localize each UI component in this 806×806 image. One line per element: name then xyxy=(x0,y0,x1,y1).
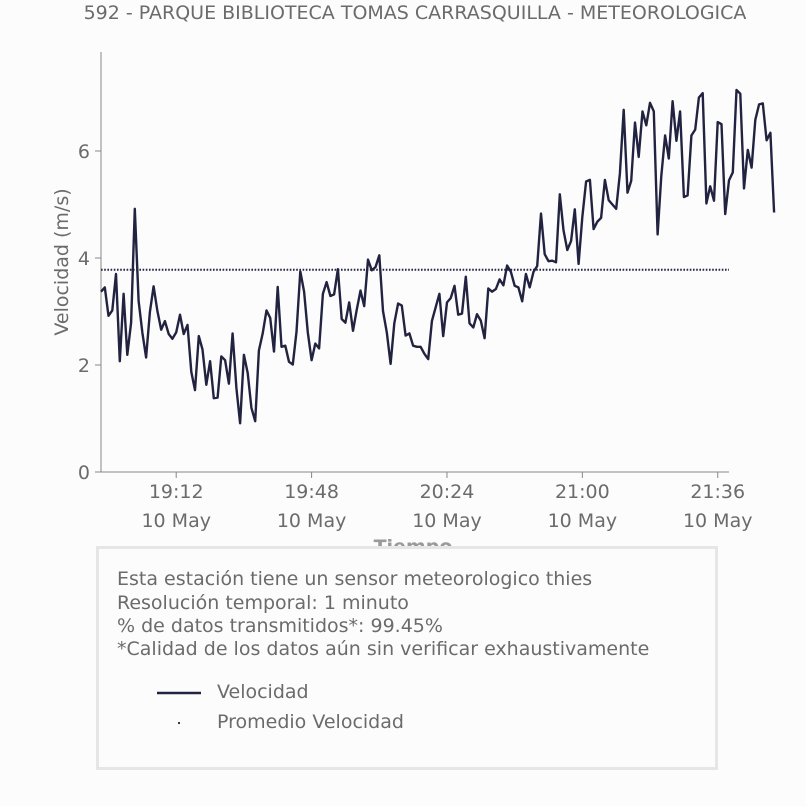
x-tick-label-time: 20:24 xyxy=(420,481,475,503)
x-axis: 19:12 10 May 19:48 10 May 20:24 10 May 21:00 10… xyxy=(101,471,753,532)
x-tick-label-time: 19:48 xyxy=(284,481,339,503)
y-axis-label: Velocidad (m/s) xyxy=(51,188,73,335)
x-tick-label-date: 10 May xyxy=(277,510,347,532)
plot-area xyxy=(100,88,776,425)
legend-label-promedio: Promedio Velocidad xyxy=(217,711,404,733)
y-axis: 0 2 4 6 xyxy=(78,52,102,484)
y-tick-label: 2 xyxy=(78,355,90,377)
legend-dot-swatch xyxy=(177,721,181,725)
x-tick-label-date: 10 May xyxy=(548,510,618,532)
series-line-velocidad xyxy=(100,88,776,425)
info-resolution-line: Resolución temporal: 1 minuto xyxy=(117,592,409,614)
y-tick-label: 6 xyxy=(78,141,90,163)
info-box: Esta estación tiene un sensor meteorolog… xyxy=(96,546,718,770)
x-tick-label-date: 10 May xyxy=(141,510,211,532)
y-tick-label: 0 xyxy=(78,462,90,484)
info-quality-note: *Calidad de los datos aún sin verificar … xyxy=(117,638,650,660)
x-tick-label-date: 10 May xyxy=(412,510,482,532)
legend-line-swatch xyxy=(157,691,201,695)
chart-title: 592 - PARQUE BIBLIOTECA TOMAS CARRASQUIL… xyxy=(83,2,747,24)
x-tick-label-time: 21:36 xyxy=(690,481,745,503)
x-tick-label-time: 21:00 xyxy=(555,481,610,503)
info-transmitted-line: % de datos transmitidos*: 99.45% xyxy=(117,615,443,637)
x-tick-label-date: 10 May xyxy=(683,510,753,532)
chart: 0 2 4 6 19:12 10 May 19:48 10 May 20:24 10 May 21… xyxy=(51,52,776,558)
legend-label-velocidad: Velocidad xyxy=(217,681,309,703)
info-sensor-line: Esta estación tiene un sensor meteorolog… xyxy=(117,568,593,590)
x-tick-label-time: 19:12 xyxy=(149,481,204,503)
y-tick-label: 4 xyxy=(78,248,90,270)
